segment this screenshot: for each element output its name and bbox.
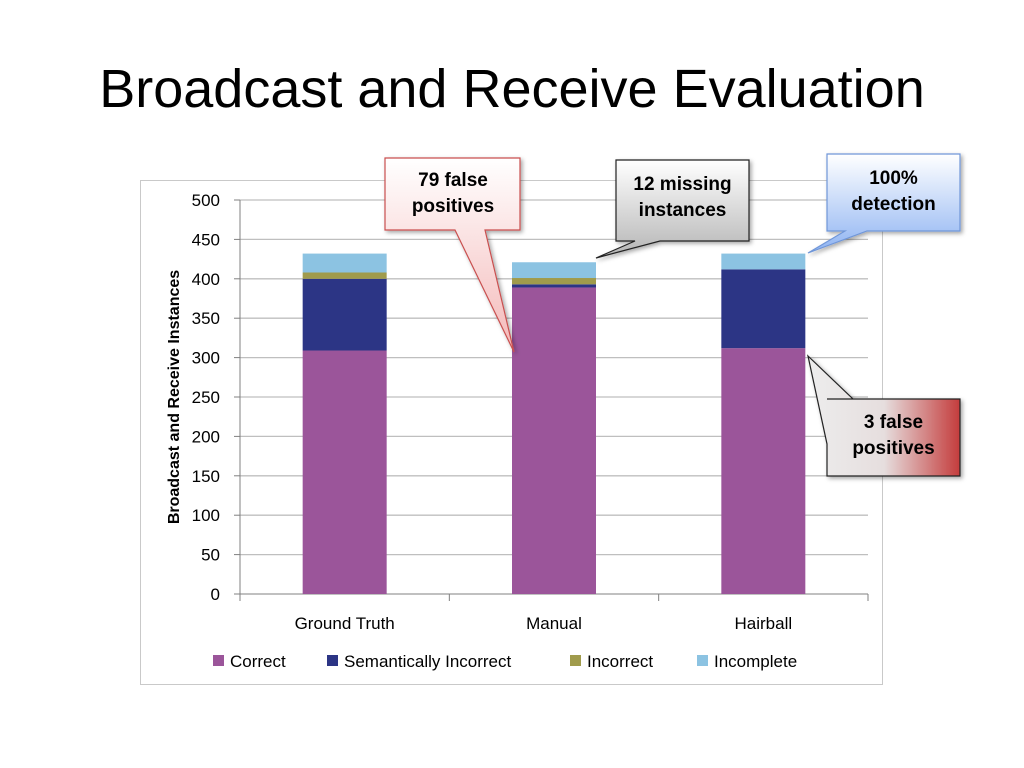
legend-swatch: [570, 655, 581, 666]
bar-correct: [302, 350, 387, 594]
y-tick-label: 500: [192, 191, 220, 210]
callout-missing-instances: [595, 159, 750, 259]
callout-line: 79 false: [418, 170, 488, 191]
y-tick-label: 300: [192, 349, 220, 368]
y-tick-label: 0: [211, 585, 220, 604]
bar-correct: [721, 348, 806, 594]
callout-false-positives-hairball-text: 3 false positives: [827, 410, 960, 462]
legend-label: Semantically Incorrect: [344, 652, 512, 671]
x-tick-label: Ground Truth: [295, 614, 395, 633]
callout-line: 3 false: [863, 412, 924, 433]
legend-label: Incomplete: [714, 652, 797, 671]
legend-swatch: [213, 655, 224, 666]
bar-incorrect: [302, 272, 387, 279]
callout-detection: [807, 153, 961, 254]
y-tick-label: 100: [192, 506, 220, 525]
legend-swatch: [327, 655, 338, 666]
y-tick-label: 200: [192, 427, 220, 446]
y-tick-label: 400: [192, 270, 220, 289]
bar-incomplete: [721, 253, 806, 270]
legend-item: Semantically Incorrect: [327, 652, 512, 671]
bar-semantically-incorrect: [302, 278, 387, 351]
bar-incomplete: [302, 253, 387, 273]
callout-missing-instances-text: 12 missing instances: [616, 172, 749, 224]
bar-correct: [512, 287, 596, 594]
bar-incomplete: [512, 262, 596, 279]
callout-line: positives: [411, 196, 495, 217]
y-tick-label: 50: [201, 546, 220, 565]
callout-line: 100%: [869, 168, 918, 189]
callout-line: 12 missing: [633, 174, 732, 195]
legend-item: Correct: [213, 652, 286, 671]
bar-semantically-incorrect: [512, 284, 596, 288]
callout-false-positives-manual-text: 79 false positives: [386, 168, 520, 220]
callout-line: instances: [638, 200, 727, 221]
legend-item: Incorrect: [570, 652, 653, 671]
x-tick-label: Manual: [526, 614, 582, 633]
callout-false-positives-hairball: [807, 354, 961, 477]
callout-line: positives: [852, 438, 935, 459]
y-tick-label: 450: [192, 230, 220, 249]
slide-title: Broadcast and Receive Evaluation: [99, 59, 925, 119]
legend-swatch: [697, 655, 708, 666]
legend-label: Incorrect: [587, 652, 653, 671]
legend-item: Incomplete: [697, 652, 797, 671]
callout-line: detection: [851, 194, 936, 215]
y-axis-title: Broadcast and Receive Instances: [166, 270, 183, 524]
callout-detection-text: 100% detection: [827, 166, 960, 218]
legend-label: Correct: [230, 652, 286, 671]
bar-incorrect: [512, 278, 596, 285]
y-tick-label: 150: [192, 467, 220, 486]
callout-false-positives-manual: [384, 157, 521, 353]
bar-semantically-incorrect: [721, 269, 806, 349]
x-tick-label: Hairball: [735, 614, 793, 633]
y-tick-label: 350: [192, 309, 220, 328]
y-tick-label: 250: [192, 388, 220, 407]
